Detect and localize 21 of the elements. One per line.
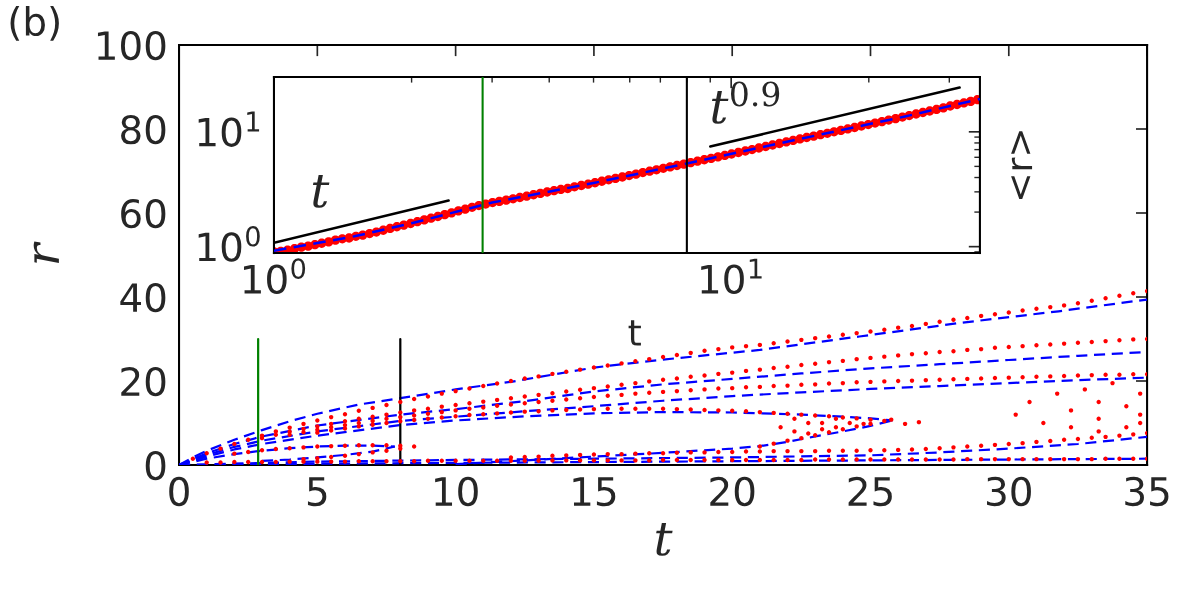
y-tick-label: 0	[145, 450, 166, 481]
y-axis-title: r	[33, 241, 59, 263]
x-tick-label: 10	[435, 476, 478, 507]
x-axis-title: t	[656, 523, 673, 556]
x-tick-label: 20	[710, 476, 755, 507]
x-tick-label: 30	[987, 476, 1031, 507]
x-tick-label: 25	[848, 476, 892, 507]
y-tick-label: 40	[120, 282, 166, 313]
x-tick-label: 5	[307, 477, 327, 507]
x-tick-label: 15	[573, 477, 616, 507]
y-tick-label: 60	[121, 198, 166, 229]
y-axis-title: <r>	[1011, 131, 1033, 199]
x-tick-label: 35	[1125, 476, 1169, 507]
x-tick-label: 0	[169, 476, 189, 507]
text: (b)	[10, 6, 59, 41]
annotation: t$^{0.9}$	[712, 81, 780, 124]
x-axis-title: t	[628, 320, 641, 346]
y-tick-label: 100	[97, 30, 166, 61]
annotation: t	[312, 174, 330, 208]
y-tick-label: 80	[121, 114, 166, 145]
y-tick-label: 20	[121, 366, 166, 397]
